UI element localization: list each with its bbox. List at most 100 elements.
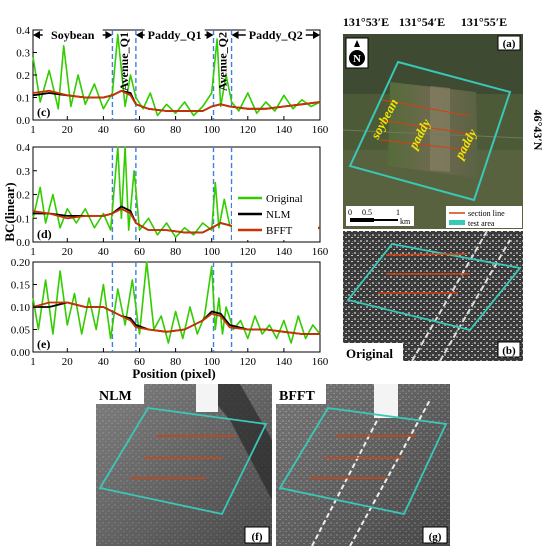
north-icon: N xyxy=(353,53,361,65)
scale-tick-05: 0.5 xyxy=(362,208,372,217)
x-tick-label: 60 xyxy=(134,246,146,258)
region-soybean-label: Soybean xyxy=(51,28,95,42)
y-tick-label: 0.0 xyxy=(16,115,30,127)
legend-bfft-label: BFFT xyxy=(266,225,293,237)
y-tick-label: 0.10 xyxy=(11,302,31,314)
legend-nlm-label: NLM xyxy=(266,209,291,221)
x-tick-label: 100 xyxy=(203,124,220,136)
x-axis-title: Position (pixel) xyxy=(132,366,215,381)
y-tick-label: 0.1 xyxy=(16,213,30,225)
panel-f-nlm: NLM (f) xyxy=(96,384,272,546)
panel-f-caption: NLM xyxy=(99,389,132,404)
region-paddy-q1-arrow-head-left xyxy=(135,31,143,39)
region-paddy-q2-arrow-head-right xyxy=(313,31,320,39)
series-bfft xyxy=(32,301,320,335)
series-original xyxy=(32,33,321,117)
x-tick-label: 160 xyxy=(312,246,329,258)
section-line-a2 xyxy=(379,119,471,135)
x-tick-label: 20 xyxy=(62,246,74,258)
x-tick-label: 160 xyxy=(312,356,329,368)
sar-original-image xyxy=(343,231,523,361)
map-legend-test-area: test area xyxy=(468,219,495,228)
region-paddy-q1-arrow-head-right xyxy=(206,31,214,39)
y-tick-label: 0.3 xyxy=(16,166,30,178)
lat-tick: 46°43′N xyxy=(531,110,544,151)
test-area-outline-g xyxy=(278,407,448,516)
panel-label: (c) xyxy=(37,105,50,119)
x-tick-label: 20 xyxy=(62,356,74,368)
y-axis-title: BC(linear) xyxy=(2,182,17,241)
x-tick-label: 100 xyxy=(203,356,220,368)
x-tick-label: 140 xyxy=(276,124,293,136)
lon-tick-3: 131°55′E xyxy=(461,15,507,29)
panel-a-label: (a) xyxy=(503,38,516,50)
y-tick-label: 0.3 xyxy=(16,48,30,60)
panel-g-label: (g) xyxy=(429,531,442,543)
section-line-a1 xyxy=(381,99,471,117)
region-paddy-q1-label: Paddy_Q1 xyxy=(148,28,202,42)
scale-tick-0: 0 xyxy=(348,208,352,217)
chart-panel-c: 1 20 40 60 80 100 120 140 1600.00.10.20.30.4(c)S… xyxy=(16,25,329,136)
test-area-outline-a xyxy=(348,60,512,202)
x-tick-label: 80 xyxy=(170,246,182,258)
plot-area xyxy=(32,261,321,353)
panel-label: (e) xyxy=(37,337,50,351)
panel-b-original-sar: (b) Original xyxy=(343,230,523,362)
x-tick-label: 60 xyxy=(134,356,146,368)
panel-a-optical-map: 131°53′E 131°54′E 131°55′E soybean paddy… xyxy=(343,15,544,229)
y-tick-label: 0.0 xyxy=(16,237,30,249)
y-tick-label: 0.2 xyxy=(16,70,30,82)
region-paddy-q2-label: Paddy_Q2 xyxy=(249,28,303,42)
chart-panel-e: 1 20 40 60 80 100 120 140 1600.000.050.100.150.2… xyxy=(11,257,329,368)
x-tick-label: 20 xyxy=(62,124,74,136)
map-legend-section-line: section line xyxy=(468,209,505,218)
scale-unit: km xyxy=(400,217,411,226)
x-tick-label: 40 xyxy=(98,356,110,368)
region-soybean-label-bg xyxy=(42,27,103,41)
chart-legend: Original NLM BFFT xyxy=(232,188,318,240)
region-paddy-q1-label-bg xyxy=(144,27,205,41)
x-tick-label: 80 xyxy=(170,124,182,136)
region-soybean-arrow-head-right xyxy=(105,31,113,39)
x-tick-label: 140 xyxy=(276,356,293,368)
panel-g-bfft: BFFT (g) xyxy=(276,383,450,547)
x-tick-label: 160 xyxy=(312,124,329,136)
region-paddy-q2-label-bg xyxy=(245,27,306,41)
plot-area xyxy=(32,29,321,121)
x-tick-label: 1 xyxy=(30,356,36,368)
series-original xyxy=(32,261,321,344)
panel-f-label: (f) xyxy=(252,531,263,543)
y-tick-label: 0.1 xyxy=(16,93,30,105)
x-tick-label: 100 xyxy=(203,246,220,258)
x-tick-label: 140 xyxy=(276,246,293,258)
panel-b-label: (b) xyxy=(502,345,516,357)
y-tick-label: 0.4 xyxy=(16,25,30,37)
section-line-a3 xyxy=(379,139,471,151)
region-soybean-arrow-head-left xyxy=(33,31,40,39)
y-tick-label: 0.20 xyxy=(11,257,31,269)
x-tick-label: 120 xyxy=(240,124,257,136)
region-avenue-q2-label: Avenue_Q2 xyxy=(216,32,230,91)
x-tick-label: 80 xyxy=(170,356,182,368)
scale-tick-1: 1 xyxy=(396,208,400,217)
x-tick-label: 1 xyxy=(30,246,36,258)
x-tick-label: 40 xyxy=(98,246,110,258)
x-tick-label: 120 xyxy=(240,246,257,258)
lon-tick-2: 131°54′E xyxy=(399,15,445,29)
panel-g-caption: BFFT xyxy=(279,389,315,404)
region-avenue-q1-label: Avenue_Q1 xyxy=(117,32,131,91)
test-area-outline-f xyxy=(98,407,268,516)
region-paddy-q2-arrow-head-left xyxy=(231,31,239,39)
panel-label: (d) xyxy=(37,227,52,241)
legend-original-label: Original xyxy=(266,193,303,205)
y-tick-label: 0.15 xyxy=(11,280,31,292)
lon-tick-1: 131°53′E xyxy=(343,15,389,29)
y-tick-label: 0.4 xyxy=(16,142,30,154)
profile-charts: 1 20 40 60 80 100 120 140 1600.00.10.20.30.4(c)S… xyxy=(11,25,329,368)
y-tick-label: 0.05 xyxy=(11,325,31,337)
x-tick-label: 1 xyxy=(30,124,36,136)
x-tick-label: 60 xyxy=(134,124,146,136)
y-tick-label: 0.2 xyxy=(16,190,30,202)
